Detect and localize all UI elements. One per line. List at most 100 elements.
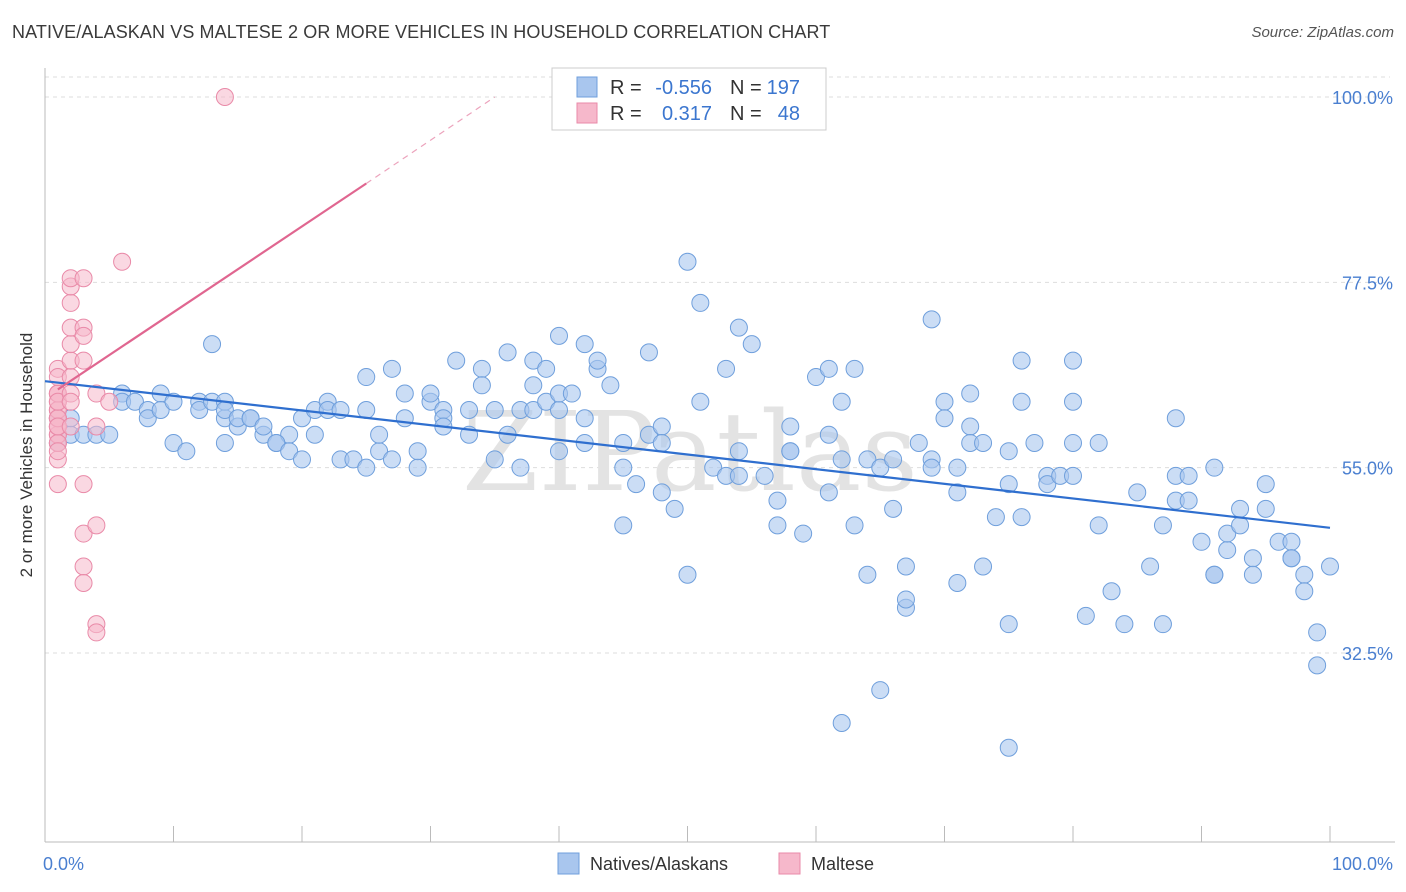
point-natives-76 [550,401,568,420]
point-natives-165 [1089,433,1108,452]
point-natives-60 [447,351,466,370]
point-natives-123 [845,359,864,378]
point-natives-28 [241,409,260,428]
point-natives-71 [524,401,543,420]
point-natives-159 [1064,392,1082,411]
point-natives-65 [485,401,504,420]
point-natives-168 [1128,483,1147,502]
point-natives-108 [755,466,774,485]
legend-frame [551,67,827,131]
bottom-legend-label-natives: Natives/Alaskans [590,854,728,874]
trendline-natives [44,380,1331,529]
point-natives-15 [164,392,183,411]
point-natives-187 [1256,499,1275,518]
point-natives-162 [1064,351,1082,370]
point-natives-125 [858,450,877,469]
point-natives-93 [652,483,671,502]
legend-r-label-2: R = [610,103,642,125]
point-natives-124 [858,565,877,584]
point-natives-75 [537,359,556,378]
point-natives-23 [203,335,222,354]
point-natives-136 [922,310,941,329]
point-natives-120 [832,450,851,469]
point-natives-180 [1205,458,1224,477]
bottom-legend-swatch-pink [778,852,801,875]
point-natives-78 [550,326,568,345]
point-natives-177 [1192,532,1211,551]
point-natives-154 [1012,392,1031,411]
point-natives-186 [1243,565,1262,584]
legend-r-value-2: 0.317 [662,103,712,125]
point-maltese-39 [74,573,93,592]
x-tick-label-0: 0.0% [43,854,84,874]
point-natives-166 [1102,582,1121,601]
y-tick-labels: 100.0% 77.5% 55.0% 32.5% [1332,88,1393,664]
point-natives-160 [1064,466,1082,485]
point-natives-141 [948,458,967,477]
grid [45,76,1390,654]
point-natives-157 [1038,475,1057,494]
legend-r-label-1: R = [610,77,642,99]
point-natives-56 [421,384,440,403]
point-natives-35 [293,450,311,469]
point-natives-114 [794,524,813,543]
point-natives-48 [370,425,389,444]
point-natives-196 [1308,623,1327,642]
point-natives-127 [871,681,890,700]
point-natives-155 [1025,433,1044,452]
point-natives-74 [537,392,556,411]
point-maltese-38 [74,557,93,576]
point-natives-24 [215,433,234,452]
point-natives-116 [819,425,838,444]
point-natives-13 [151,401,170,420]
point-natives-52 [395,409,414,428]
x-tick-label-1: 100.0% [1332,854,1393,874]
y-tick-label-3: 32.5% [1342,644,1393,664]
axes [44,68,1395,843]
point-natives-88 [614,458,633,477]
point-natives-63 [472,359,491,378]
point-natives-142 [961,417,980,436]
point-natives-54 [408,442,427,461]
point-natives-51 [395,384,414,403]
point-maltese-26 [61,293,80,312]
point-natives-195 [1308,656,1327,675]
point-natives-161 [1064,433,1082,452]
point-natives-112 [781,442,800,461]
point-natives-133 [909,433,928,452]
point-natives-109 [768,491,787,510]
point-maltese-8 [48,475,67,494]
point-natives-137 [935,392,954,411]
point-natives-46 [357,368,376,387]
point-maltese-41 [87,417,106,436]
point-natives-181 [1218,541,1237,560]
point-natives-103 [717,359,736,378]
point-natives-182 [1218,524,1237,543]
point-natives-176 [1179,466,1198,485]
point-natives-146 [974,433,993,452]
point-natives-184 [1231,499,1250,518]
point-natives-132 [896,557,915,576]
point-natives-148 [999,442,1018,461]
point-maltese-31 [61,417,80,436]
trend-lines [44,96,1331,529]
bottom-legend-swatch-blue [557,852,580,875]
point-natives-115 [807,368,825,387]
legend-n-label-1: N = [730,77,762,99]
point-natives-101 [704,458,723,477]
point-natives-183 [1231,516,1250,535]
bottom-legend: Natives/Alaskans Maltese [557,852,874,875]
point-natives-153 [1012,351,1031,370]
point-natives-44 [357,458,376,477]
trendline-maltese-extension [365,96,496,184]
point-natives-179 [1205,565,1224,584]
point-natives-197 [1321,557,1339,576]
point-natives-94 [652,417,671,436]
point-maltese-37 [74,524,93,543]
point-natives-194 [1295,582,1314,601]
point-natives-117 [819,359,838,378]
point-natives-105 [729,442,748,461]
point-natives-173 [1166,409,1185,428]
point-natives-87 [614,516,633,535]
